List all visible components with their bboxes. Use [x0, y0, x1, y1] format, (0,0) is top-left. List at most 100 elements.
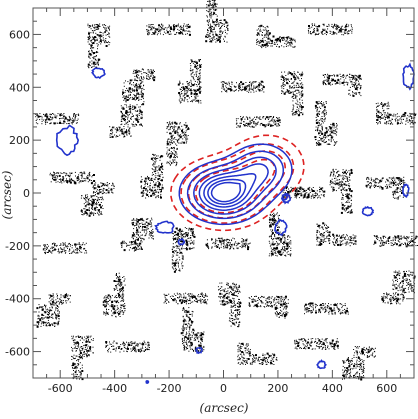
pointing-speckle: [140, 82, 142, 84]
pointing-speckle: [377, 111, 379, 113]
pointing-speckle: [403, 113, 406, 116]
pointing-speckle: [141, 73, 143, 75]
pointing-speckle: [377, 115, 379, 117]
pointing-speckle: [70, 172, 72, 174]
pointing-speckle: [150, 75, 152, 77]
pointing-speckle: [145, 188, 147, 189]
pointing-speckle: [172, 233, 174, 235]
pointing-speckle: [137, 248, 139, 250]
pointing-speckle: [189, 247, 191, 249]
pointing-speckle: [301, 86, 304, 89]
pointing-speckle: [47, 251, 49, 253]
pointing-speckle: [92, 31, 94, 33]
pointing-speckle: [293, 75, 295, 77]
pointing-speckle: [239, 89, 241, 91]
pointing-speckle: [140, 218, 142, 220]
pointing-speckle: [172, 152, 174, 154]
pointing-speckle: [119, 126, 121, 128]
pointing-speckle: [88, 66, 90, 68]
pointing-speckle: [325, 134, 327, 136]
pointing-speckle: [209, 38, 211, 40]
pointing-speckle: [95, 206, 97, 208]
pointing-speckle: [228, 239, 230, 241]
pointing-speckle: [119, 128, 121, 130]
pointing-speckle: [46, 119, 48, 121]
pointing-speckle: [111, 129, 113, 131]
pointing-speckle: [317, 125, 319, 127]
pointing-speckle: [402, 114, 404, 116]
pointing-speckle: [258, 34, 260, 36]
pointing-speckle: [242, 124, 244, 126]
pointing-speckle: [133, 84, 135, 86]
pointing-speckle: [292, 104, 294, 106]
pointing-speckle: [246, 238, 248, 240]
pointing-speckle: [186, 232, 188, 234]
pointing-speckle: [129, 132, 131, 134]
pointing-speckle: [124, 95, 126, 97]
pointing-speckle: [104, 42, 106, 44]
pointing-speckle: [297, 71, 299, 73]
pointing-speckle: [106, 30, 108, 32]
pointing-speckle: [398, 179, 400, 181]
pointing-speckle: [248, 85, 250, 87]
pointing-speckle: [149, 221, 151, 223]
pointing-speckle: [102, 189, 104, 191]
pointing-speckle: [178, 238, 180, 240]
pointing-speckle: [224, 82, 226, 84]
pointing-speckle: [360, 88, 362, 90]
pointing-speckle: [195, 64, 196, 66]
pointing-speckle: [294, 73, 296, 74]
pointing-speckle: [188, 97, 190, 99]
pointing-speckle: [179, 88, 181, 90]
pointing-speckle: [168, 153, 170, 155]
pointing-speckle: [124, 120, 126, 122]
pointing-speckle: [146, 231, 148, 233]
pointing-speckle: [287, 83, 289, 85]
pointing-speckle: [330, 139, 332, 141]
pointing-speckle: [67, 182, 68, 184]
pointing-speckle: [148, 75, 150, 77]
pointing-speckle: [140, 239, 142, 241]
pointing-speckle: [236, 243, 238, 245]
pointing-speckle: [125, 99, 127, 101]
pointing-speckle: [176, 247, 178, 249]
pointing-speckle: [53, 171, 54, 173]
pointing-speckle: [85, 199, 87, 201]
pointing-speckle: [194, 65, 197, 68]
pointing-speckle: [86, 213, 88, 215]
pointing-speckle: [190, 69, 192, 71]
pointing-speckle: [267, 45, 269, 47]
pointing-speckle: [340, 189, 342, 191]
pointing-speckle: [271, 41, 273, 43]
pointing-speckle: [285, 75, 287, 76]
pointing-speckle: [223, 88, 225, 90]
pointing-speckle: [302, 191, 304, 193]
pointing-speckle: [336, 24, 338, 26]
pointing-speckle: [198, 61, 200, 62]
pointing-speckle: [135, 79, 137, 81]
pointing-speckle: [298, 108, 300, 110]
pointing-speckle: [333, 131, 335, 133]
pointing-speckle: [354, 74, 356, 76]
pointing-speckle: [324, 74, 326, 76]
pointing-speckle: [332, 186, 334, 188]
pointing-speckle: [76, 250, 78, 252]
pointing-speckle: [94, 192, 96, 193]
pointing-speckle: [79, 248, 81, 250]
pointing-speckle: [136, 220, 139, 223]
pointing-speckle: [215, 241, 217, 243]
pointing-speckle: [154, 190, 156, 191]
pointing-speckle: [181, 240, 184, 243]
pointing-speckle: [342, 188, 344, 190]
pointing-speckle: [215, 41, 217, 43]
pointing-speckle: [138, 225, 139, 227]
pointing-speckle: [180, 232, 182, 234]
pointing-speckle: [197, 77, 199, 78]
pointing-speckle: [224, 36, 226, 38]
pointing-speckle: [280, 39, 282, 41]
pointing-speckle: [183, 236, 185, 238]
pointing-speckle: [347, 82, 349, 84]
pointing-speckle: [355, 78, 357, 80]
pointing-speckle: [325, 110, 327, 112]
pointing-speckle: [376, 121, 378, 123]
